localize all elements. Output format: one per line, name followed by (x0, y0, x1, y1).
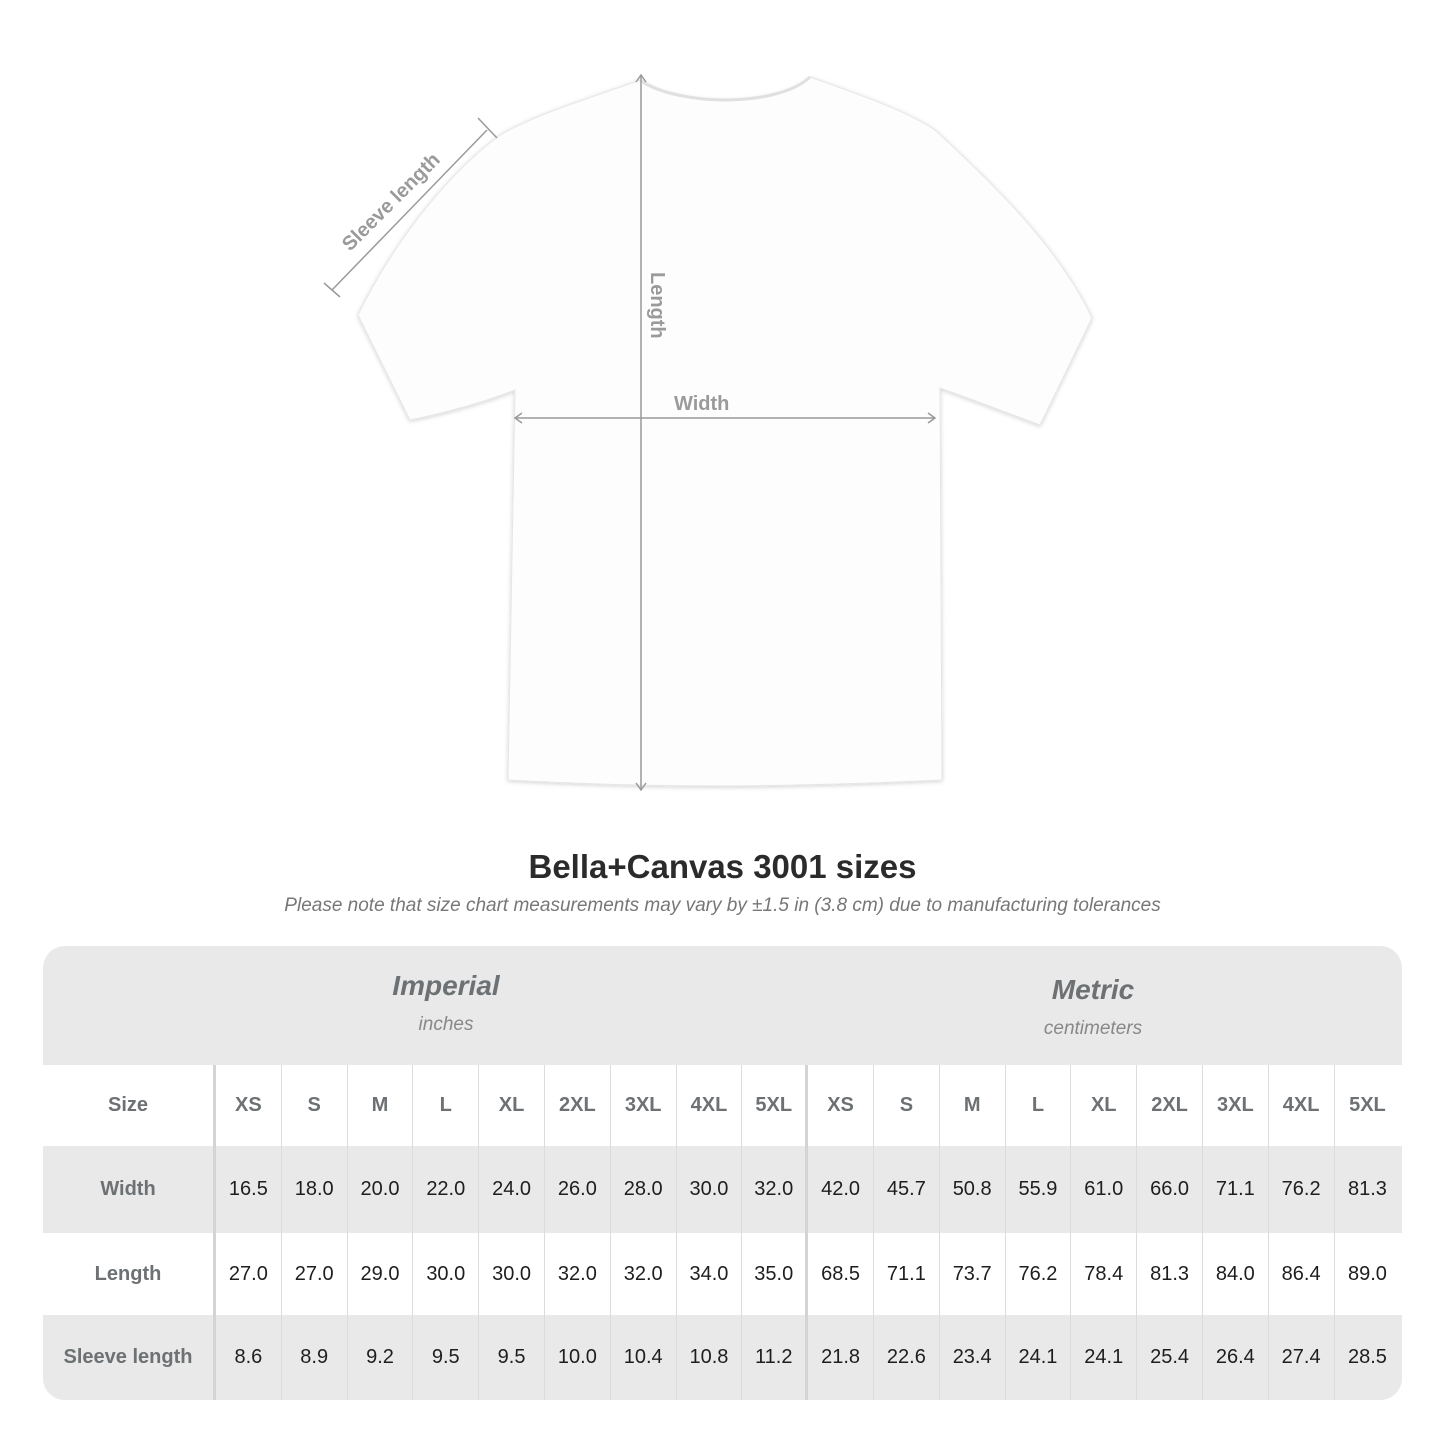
metric-value-cell: 23.4 (940, 1315, 1006, 1400)
metric-value-cell: 24.1 (1071, 1315, 1138, 1400)
size-header-cell: S (282, 1065, 348, 1146)
metric-value-cell: 21.8 (808, 1315, 874, 1400)
size-header-cell: XS (808, 1065, 874, 1146)
size-header-cell: M (348, 1065, 414, 1146)
imperial-value-cell: 8.9 (282, 1315, 348, 1400)
imperial-value-cell: 9.5 (413, 1315, 480, 1400)
size-header-cell: XS (216, 1065, 282, 1146)
metric-value-cell: 50.8 (940, 1146, 1006, 1233)
imperial-value-cell: 11.2 (742, 1315, 809, 1400)
metric-value-cell: 89.0 (1347, 1262, 1387, 1285)
row-label: Width (43, 1146, 216, 1233)
imperial-value-cell: 9.2 (348, 1315, 414, 1400)
metric-value-cell: 81.3 (1347, 1178, 1387, 1200)
metric-value-cell: 76.2 (1006, 1233, 1072, 1315)
imperial-unit: inches (418, 1014, 474, 1035)
imperial-value-cell: 16.5 (216, 1146, 282, 1233)
imperial-value-cell: 30.0 (413, 1233, 480, 1315)
imperial-value-cell: 8.6 (216, 1315, 282, 1400)
size-header-cell: 3XL (1203, 1065, 1269, 1146)
metric-value-cell: 25.4 (1137, 1315, 1203, 1400)
imperial-title: Imperial (392, 970, 500, 1001)
metric-value-cell: 81.3 (1137, 1233, 1203, 1315)
imperial-value-cell: 18.0 (282, 1146, 348, 1233)
size-header-cell: M (940, 1065, 1006, 1146)
width-label: Width (674, 393, 729, 415)
metric-value-cell: 66.0 (1137, 1146, 1203, 1233)
metric-value-cell: 61.0 (1071, 1146, 1138, 1233)
size-header-cell: 2XL (545, 1065, 611, 1146)
tshirt-diagram: Sleeve length Length Width (323, 73, 1093, 792)
imperial-value-cell: 29.0 (348, 1233, 414, 1315)
metric-unit: centimeters (1043, 1018, 1143, 1039)
sleeve-length-line (331, 129, 488, 291)
imperial-value-cell: 22.0 (413, 1146, 480, 1233)
row-label: Length (43, 1233, 216, 1315)
row-label: Sleeve length (43, 1315, 216, 1400)
size-header-cell: 3XL (611, 1065, 677, 1146)
tshirt-shape (357, 76, 1093, 787)
metric-header: Metric centimeters (863, 974, 1323, 1091)
metric-value-cell: 45.7 (874, 1146, 940, 1233)
metric-value-cell: 71.1 (874, 1233, 940, 1315)
metric-value-cell: 28.5 (1347, 1346, 1387, 1368)
metric-value-cell: 86.4 (1269, 1233, 1335, 1315)
imperial-value-cell: 10.0 (545, 1315, 611, 1400)
metric-value-cell: 42.0 (808, 1146, 874, 1233)
metric-value-cell: 27.4 (1269, 1315, 1335, 1400)
imperial-header: Imperial inches (216, 970, 676, 1087)
table-row: Length 27.0 27.0 29.0 30.0 30.0 32.0 32.0 34.0 35… (43, 1233, 1402, 1315)
size-table: Imperial inches Metric centimeters Size X… (43, 946, 1402, 1400)
size-header-cell: 5XL (742, 1065, 809, 1146)
size-header-cell: S (874, 1065, 940, 1146)
imperial-value-cell: 32.0 (742, 1146, 809, 1233)
metric-value-cell: 26.4 (1203, 1315, 1269, 1400)
metric-value-cell: 73.7 (940, 1233, 1006, 1315)
length-label: Length (646, 272, 668, 339)
metric-value-cell: 78.4 (1071, 1233, 1138, 1315)
imperial-value-cell: 35.0 (742, 1233, 809, 1315)
metric-value-cell: 84.0 (1203, 1233, 1269, 1315)
measure-lines (323, 73, 937, 792)
imperial-value-cell: 30.0 (479, 1233, 545, 1315)
imperial-value-cell: 32.0 (545, 1233, 611, 1315)
size-header-cell: XL (479, 1065, 545, 1146)
imperial-value-cell: 10.8 (677, 1315, 743, 1400)
tolerance-note: Please note that size chart measurements… (284, 895, 1161, 916)
imperial-value-cell: 9.5 (479, 1315, 545, 1400)
chart-title: Bella+Canvas 3001 sizes (528, 848, 917, 885)
metric-value-cell: 76.2 (1269, 1146, 1335, 1233)
metric-value-cell: 55.9 (1006, 1146, 1072, 1233)
size-header-cell: L (413, 1065, 480, 1146)
size-label: Size (43, 1065, 216, 1146)
table-row: Width 16.5 18.0 20.0 22.0 24.0 26.0 28.0 30.0 32.… (43, 1146, 1402, 1233)
size-header-cell: XL (1071, 1065, 1138, 1146)
size-header-cell: L (1006, 1065, 1072, 1146)
metric-value-cell: 71.1 (1203, 1146, 1269, 1233)
size-header-cell: 5XL (1349, 1094, 1386, 1116)
imperial-value-cell: 34.0 (677, 1233, 743, 1315)
imperial-value-cell: 30.0 (677, 1146, 743, 1233)
metric-value-cell: 68.5 (808, 1233, 874, 1315)
size-header-cell: 4XL (1269, 1065, 1335, 1146)
metric-value-cell: 22.6 (874, 1315, 940, 1400)
imperial-value-cell: 27.0 (282, 1233, 348, 1315)
imperial-value-cell: 32.0 (611, 1233, 677, 1315)
size-header-row: Size XS S M L XL 2XL 3XL 4XL 5XL XS S M L XL 2XL 3XL 4XL 5… (43, 1065, 1402, 1146)
imperial-value-cell: 28.0 (611, 1146, 677, 1233)
metric-title: Metric (1051, 974, 1135, 1005)
table-row: Sleeve length 8.6 8.9 9.2 9.5 9.5 10.0 10.4 10.8… (43, 1315, 1402, 1400)
imperial-value-cell: 20.0 (348, 1146, 414, 1233)
metric-value-cell: 24.1 (1006, 1315, 1072, 1400)
size-header-cell: 2XL (1137, 1065, 1203, 1146)
imperial-value-cell: 26.0 (545, 1146, 611, 1233)
imperial-value-cell: 24.0 (479, 1146, 545, 1233)
imperial-value-cell: 27.0 (216, 1233, 282, 1315)
size-header-cell: 4XL (677, 1065, 743, 1146)
imperial-value-cell: 10.4 (611, 1315, 677, 1400)
